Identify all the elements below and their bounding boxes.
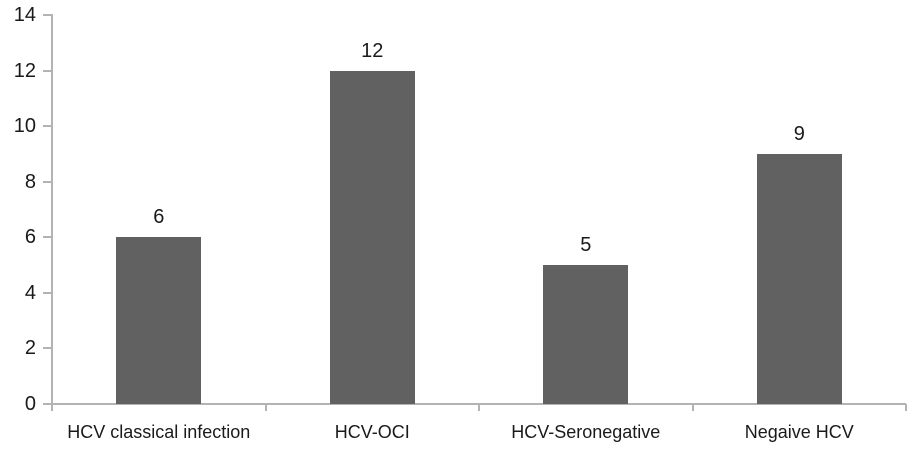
y-tick-mark <box>43 347 51 350</box>
y-tick-mark <box>43 180 51 183</box>
y-tick-label: 0 <box>24 393 36 415</box>
y-tick-label: 8 <box>24 170 36 193</box>
y-tick-mark <box>43 236 51 239</box>
bar-value-label: 5 <box>580 234 592 257</box>
y-tick-mark <box>43 14 51 16</box>
x-category-label: HCV-OCI <box>334 422 410 442</box>
bar-1 <box>116 237 202 404</box>
y-tick-label: 12 <box>13 59 36 82</box>
bar-3 <box>543 265 629 404</box>
x-category-label: Negaive HCV <box>744 422 854 442</box>
y-tick-label: 6 <box>24 226 36 249</box>
y-tick-mark <box>43 291 51 294</box>
x-tick-mark <box>51 404 53 411</box>
y-tick-mark <box>43 403 51 405</box>
y-tick-label: 14 <box>13 4 36 26</box>
x-tick-mark <box>478 404 480 411</box>
x-tick-mark <box>264 404 267 411</box>
y-tick-mark <box>43 125 51 128</box>
y-tick-mark <box>43 69 51 72</box>
bar-value-label: 9 <box>793 122 805 145</box>
y-tick-label: 2 <box>24 337 36 360</box>
y-tick-label: 10 <box>13 115 36 138</box>
y-axis-line <box>51 14 53 405</box>
x-category-label: HCV classical infection <box>67 422 251 442</box>
x-tick-mark <box>691 404 694 411</box>
bar-4 <box>756 153 842 404</box>
bar-value-label: 12 <box>361 39 384 62</box>
x-category-label: HCV-Seronegative <box>511 422 661 442</box>
y-tick-label: 4 <box>24 281 36 304</box>
bar-2 <box>329 70 415 404</box>
bar-value-label: 6 <box>153 206 165 229</box>
x-tick-mark <box>905 404 907 411</box>
